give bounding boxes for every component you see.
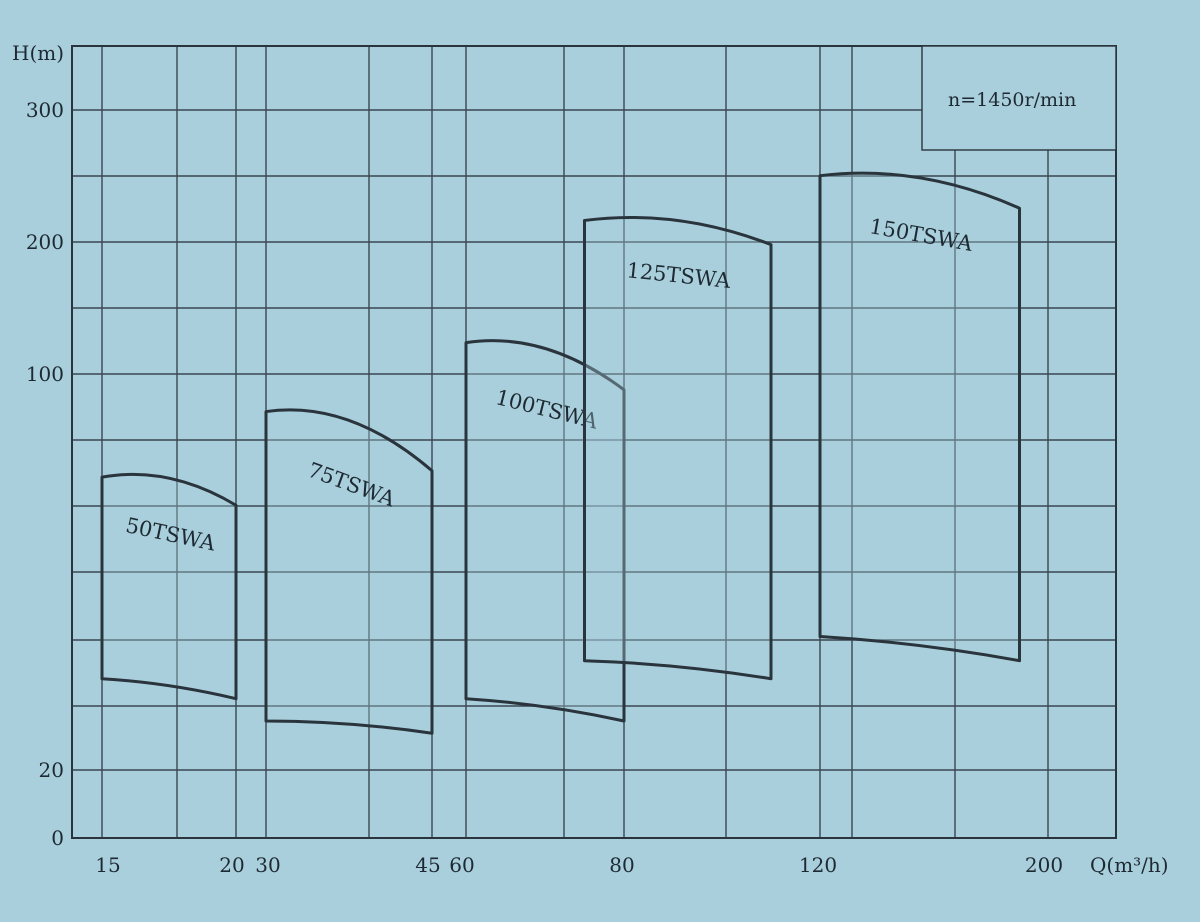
x-tick-label: 80 bbox=[609, 853, 634, 877]
y-tick-label: 300 bbox=[26, 98, 64, 122]
y-tick-label: 20 bbox=[39, 758, 64, 782]
x-tick-label: 15 bbox=[95, 853, 120, 877]
plot-border bbox=[71, 45, 1117, 839]
y-tick-label: 0 bbox=[51, 826, 64, 850]
x-tick-label: 20 bbox=[219, 853, 244, 877]
y-tick-label: 200 bbox=[26, 230, 64, 254]
x-tick-label: 200 bbox=[1025, 853, 1063, 877]
x-tick-labels: 15 20 30 45 60 80 120 200 bbox=[95, 853, 1063, 877]
plot-frame bbox=[71, 45, 1117, 839]
y-axis-label: H(m) bbox=[12, 41, 64, 65]
region-150tswa bbox=[818, 171, 1021, 663]
region-75tswa bbox=[264, 408, 434, 735]
region-50tswa bbox=[100, 472, 238, 701]
x-axis-label: Q(m³/h) bbox=[1090, 853, 1169, 877]
x-tick-label: 30 bbox=[255, 853, 280, 877]
axis-labels: H(m) Q(m³/h) n=1450r/min bbox=[12, 41, 1169, 877]
region-125tswa bbox=[583, 216, 773, 681]
x-tick-label: 120 bbox=[799, 853, 837, 877]
annotation-box bbox=[921, 45, 1117, 151]
x-tick-label: 45 bbox=[415, 853, 440, 877]
x-tick-label: 60 bbox=[449, 853, 474, 877]
y-tick-label: 100 bbox=[26, 362, 64, 386]
speed-annotation: n=1450r/min bbox=[948, 89, 1076, 111]
y-tick-labels: 0 20 100 200 300 bbox=[26, 98, 64, 850]
